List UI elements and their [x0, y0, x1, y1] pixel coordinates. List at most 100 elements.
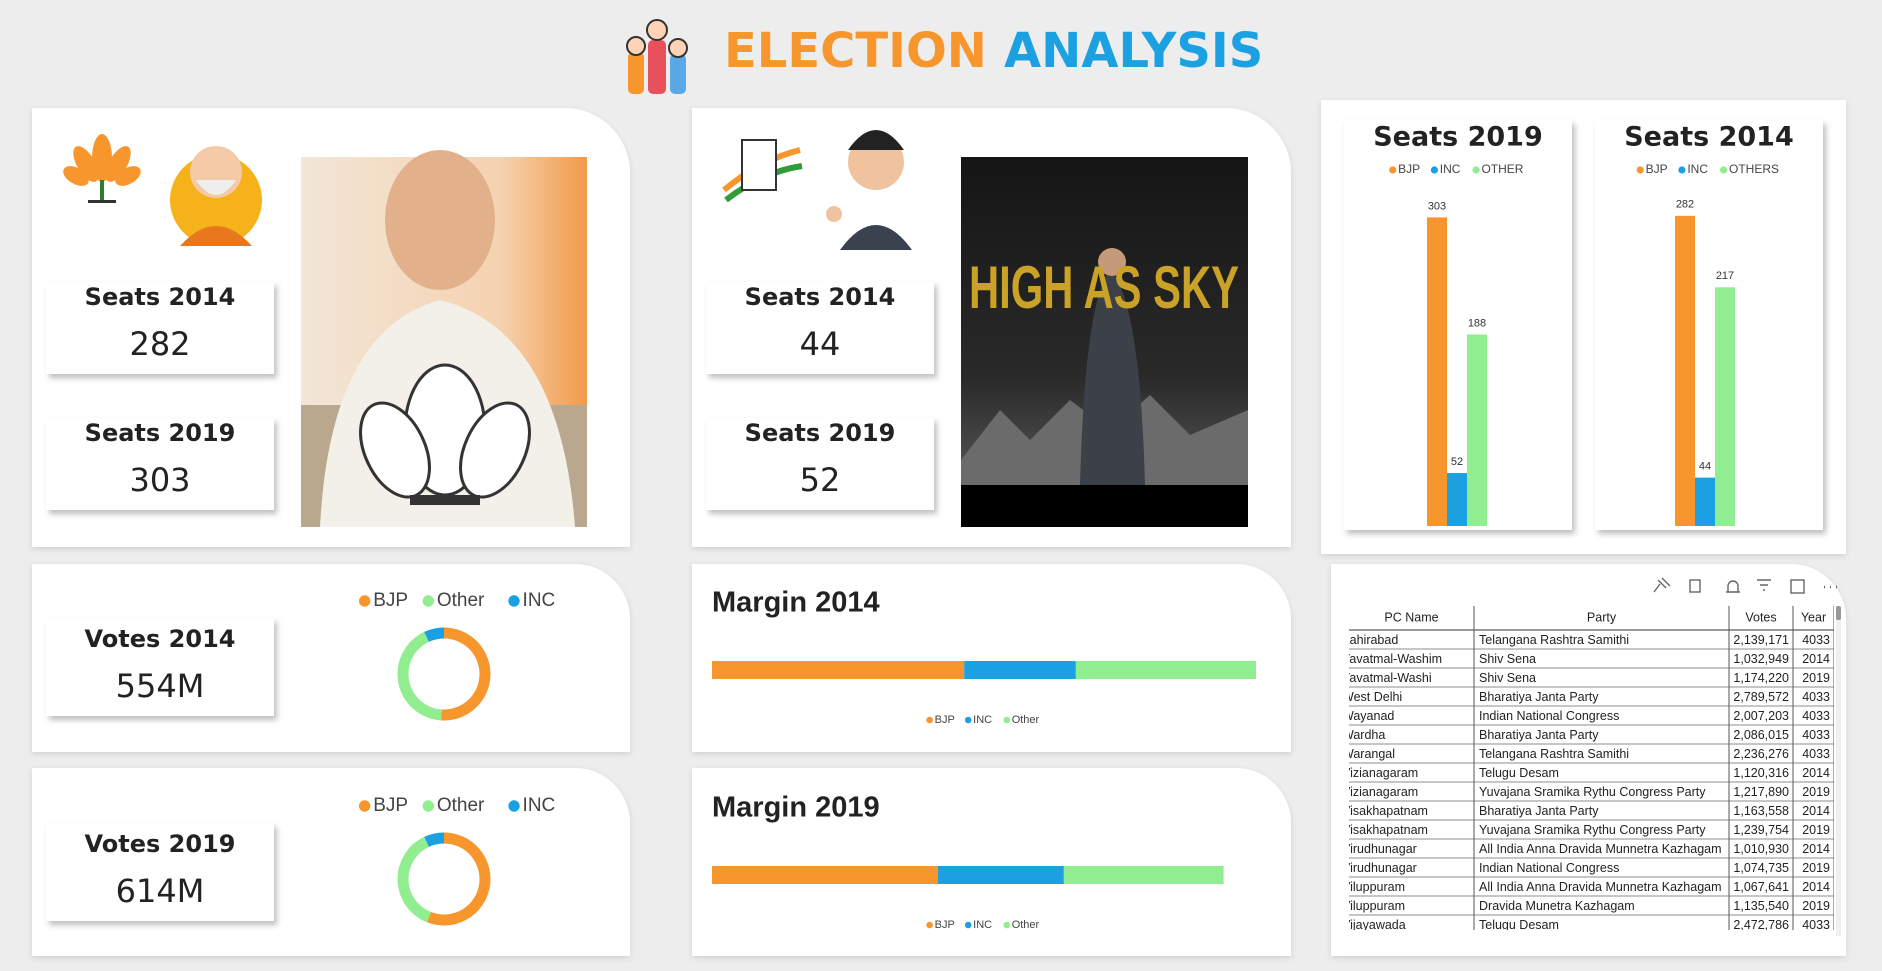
legend-dot — [508, 595, 520, 607]
table-cell: 2019 — [1802, 861, 1830, 875]
table-cell: Shiv Sena — [1479, 671, 1536, 685]
legend-dot — [1389, 166, 1397, 174]
table-cell: Shiv Sena — [1479, 652, 1536, 666]
chart-title: Seats 2014 — [1624, 122, 1794, 153]
bar-segment — [964, 661, 1076, 679]
bar — [1427, 217, 1447, 526]
legend-label: INC — [973, 714, 992, 726]
table-cell: 1,032,949 — [1733, 652, 1789, 666]
chart-title: Margin 2019 — [712, 792, 880, 824]
legend-label: BJP — [373, 795, 408, 816]
kpi-value: 303 — [129, 461, 190, 499]
column-header: Party — [1587, 610, 1617, 624]
data-table: PC Name Party Votes Year Zahirabad Telangana … — [1342, 606, 1834, 932]
kpi-label: Seats 2019 — [85, 419, 236, 447]
legend-dot — [1636, 166, 1644, 174]
legend-dot — [1003, 921, 1011, 929]
legend-dot — [1678, 166, 1686, 174]
table-cell: Vizianagaram — [1342, 766, 1418, 780]
bar-segment — [1063, 866, 1224, 884]
inc-leader-caricature — [826, 130, 912, 250]
table-cell: Zahirabad — [1342, 633, 1398, 647]
table-cell: 1,174,220 — [1733, 671, 1789, 685]
table-cell: 1,120,316 — [1733, 766, 1789, 780]
table-cell: Vijayawada — [1342, 918, 1406, 932]
table-cell: 4033 — [1802, 918, 1830, 932]
legend-dot — [926, 716, 933, 724]
kpi-label: Seats 2014 — [745, 283, 896, 311]
donut-segment — [441, 627, 491, 721]
bar-segment — [712, 661, 965, 679]
table-cell: Wayanad — [1342, 709, 1394, 723]
margin-panel — [692, 768, 1291, 956]
bar-segment — [937, 866, 1064, 884]
legend-label: INC — [1440, 162, 1461, 176]
kpi-value: 282 — [129, 325, 190, 363]
donut-segment — [426, 832, 491, 926]
alert-icon[interactable] — [1726, 580, 1740, 593]
legend-dot — [964, 921, 972, 929]
kpi-card — [706, 418, 934, 510]
table-cell: Vizianagaram — [1342, 785, 1418, 799]
legend-label: INC — [523, 590, 556, 611]
legend-dot — [1430, 166, 1438, 174]
table-cell: 1,074,735 — [1733, 861, 1789, 875]
table-cell: Bharatiya Janta Party — [1479, 728, 1599, 742]
bar — [1695, 477, 1715, 526]
image-text: HIGH AS SKY — [969, 254, 1239, 321]
table-cell: Yuvajana Sramika Rythu Congress Party — [1479, 785, 1706, 799]
table-cell: Visakhapatnam — [1342, 823, 1428, 837]
table-cell: 1,217,890 — [1733, 785, 1789, 799]
legend-dot — [926, 921, 933, 929]
legend-label: INC — [1687, 162, 1708, 176]
table-cell: Telugu Desam — [1479, 766, 1559, 780]
bar — [1447, 473, 1467, 526]
legend-dot — [358, 800, 371, 812]
legend-dot — [508, 800, 520, 812]
table-cell: Visakhapatnam — [1342, 804, 1428, 818]
chart-card — [1344, 120, 1572, 530]
hand-logo — [722, 139, 803, 203]
table-cell: Virudhunagar — [1342, 861, 1417, 875]
donut-segment — [397, 631, 443, 721]
legend-label: BJP — [1398, 162, 1420, 176]
table-cell: 1,163,558 — [1733, 804, 1789, 818]
column-header: Year — [1801, 610, 1826, 624]
table-cell: 2014 — [1802, 766, 1830, 780]
table-cell: 1,067,641 — [1733, 880, 1789, 894]
table-cell: Yuvajana Sramika Rythu Congress Party — [1479, 823, 1706, 837]
visual-toolbar[interactable] — [1653, 577, 1837, 594]
focus-icon[interactable] — [1790, 579, 1805, 594]
inc-photo: HIGH AS SKY — [961, 157, 1248, 527]
kpi-label: Votes 2019 — [85, 830, 236, 858]
pin-icon[interactable] — [1653, 577, 1671, 593]
legend-dot — [358, 595, 371, 607]
copy-icon[interactable] — [1689, 579, 1701, 593]
bar-value-label: 303 — [1428, 200, 1446, 212]
bar-segment — [712, 866, 938, 884]
kpi-card — [46, 823, 274, 921]
bar-segment — [1075, 661, 1256, 679]
table-cell: 2,139,171 — [1733, 633, 1789, 647]
filter-icon[interactable] — [1757, 579, 1771, 591]
legend-label: BJP — [373, 590, 408, 611]
legend-label: BJP — [1646, 162, 1668, 176]
table-cell: Bharatiya Janta Party — [1479, 804, 1599, 818]
legend-label: INC — [973, 919, 992, 931]
kpi-value: 44 — [800, 325, 841, 363]
column-header: PC Name — [1384, 610, 1438, 624]
table-cell: Dravida Munetra Kazhagam — [1479, 899, 1635, 913]
chart-card — [1595, 120, 1823, 530]
table-cell: 4033 — [1802, 747, 1830, 761]
scrollbar-track[interactable] — [1836, 606, 1841, 936]
table-cell: All India Anna Dravida Munnetra Kazhagam — [1479, 880, 1722, 894]
table-cell: 4033 — [1802, 633, 1830, 647]
bar-value-label: 188 — [1468, 317, 1486, 329]
donut-segment — [424, 627, 445, 642]
legend-label: INC — [523, 795, 556, 816]
table-cell: Telangana Rashtra Samithi — [1479, 747, 1629, 761]
bar-value-label: 282 — [1676, 199, 1694, 211]
scrollbar-thumb[interactable] — [1836, 606, 1841, 620]
donut-segment — [424, 832, 445, 847]
table-cell: Warangal — [1342, 747, 1395, 761]
